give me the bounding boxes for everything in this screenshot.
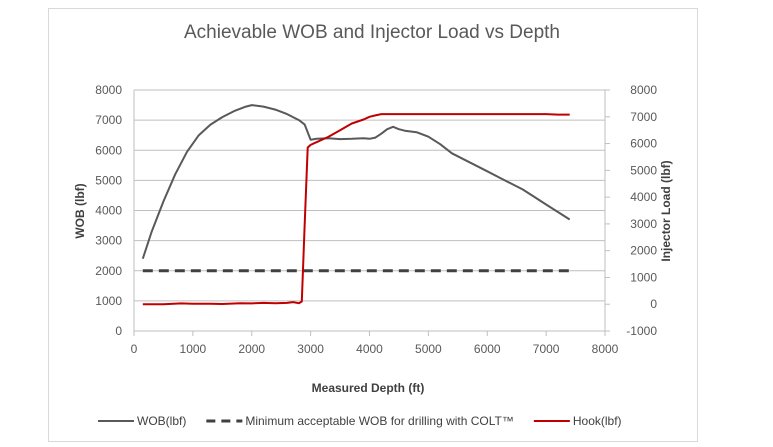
series-lines bbox=[141, 104, 571, 306]
x-axis-title: Measured Depth (ft) bbox=[312, 381, 425, 395]
x-tick-label: 5000 bbox=[415, 342, 442, 356]
y2-tick-label: 4000 bbox=[630, 190, 657, 204]
x-tick-label: 0 bbox=[131, 342, 138, 356]
y2-tick-label: 8000 bbox=[630, 83, 657, 97]
x-tick-label: 2000 bbox=[238, 342, 265, 356]
y2-axis-ticks: -1000 0 1000 2000 3000 4000 5000 6000 7000 8000 bbox=[605, 83, 657, 338]
x-tick-label: 3000 bbox=[297, 342, 324, 356]
y2-tick-label: 0 bbox=[650, 297, 657, 311]
legend-label-0: WOB(lbf) bbox=[137, 414, 186, 428]
gridlines bbox=[134, 89, 605, 332]
y2-axis-title: Injector Load (lbf) bbox=[659, 160, 673, 261]
y-tick-label: 4000 bbox=[95, 204, 122, 218]
x-tick-label: 4000 bbox=[356, 342, 383, 356]
legend: WOB(lbf) Minimum acceptable WOB for drill… bbox=[98, 414, 622, 428]
x-tick-label: 7000 bbox=[533, 342, 560, 356]
y-tick-label: 8000 bbox=[95, 83, 122, 97]
y2-tick-label: 1000 bbox=[630, 270, 657, 284]
legend-label-1: Minimum acceptable WOB for drilling with… bbox=[245, 414, 514, 428]
y-tick-label: 0 bbox=[115, 324, 122, 338]
y2-tick-label: 2000 bbox=[630, 244, 657, 258]
series-line-2 bbox=[142, 113, 570, 306]
y-tick-label: 2000 bbox=[95, 264, 122, 278]
y-axis-ticks: 0 1000 2000 3000 4000 5000 6000 7000 8000 bbox=[95, 83, 122, 338]
y-tick-label: 6000 bbox=[95, 143, 122, 157]
x-tick-label: 6000 bbox=[474, 342, 501, 356]
y2-tick-label: 6000 bbox=[630, 137, 657, 151]
y2-tick-label: -1000 bbox=[626, 324, 657, 338]
chart-frame bbox=[48, 8, 698, 442]
y-tick-label: 3000 bbox=[95, 234, 122, 248]
y-tick-label: 5000 bbox=[95, 173, 122, 187]
y-axis-title: WOB (lbf) bbox=[73, 183, 87, 238]
x-axis-ticks: 0 1000 2000 3000 4000 5000 6000 7000 8000 bbox=[131, 331, 619, 356]
x-tick-label: 8000 bbox=[592, 342, 619, 356]
series-line-0 bbox=[141, 104, 571, 260]
legend-label-2: Hook(lbf) bbox=[573, 414, 622, 428]
y-tick-label: 7000 bbox=[95, 113, 122, 127]
y-tick-label: 1000 bbox=[95, 294, 122, 308]
y2-tick-label: 5000 bbox=[630, 163, 657, 177]
chart-title: Achievable WOB and Injector Load vs Dept… bbox=[184, 22, 560, 43]
x-tick-label: 1000 bbox=[180, 342, 207, 356]
y2-tick-label: 7000 bbox=[630, 110, 657, 124]
y2-tick-label: 3000 bbox=[630, 217, 657, 231]
